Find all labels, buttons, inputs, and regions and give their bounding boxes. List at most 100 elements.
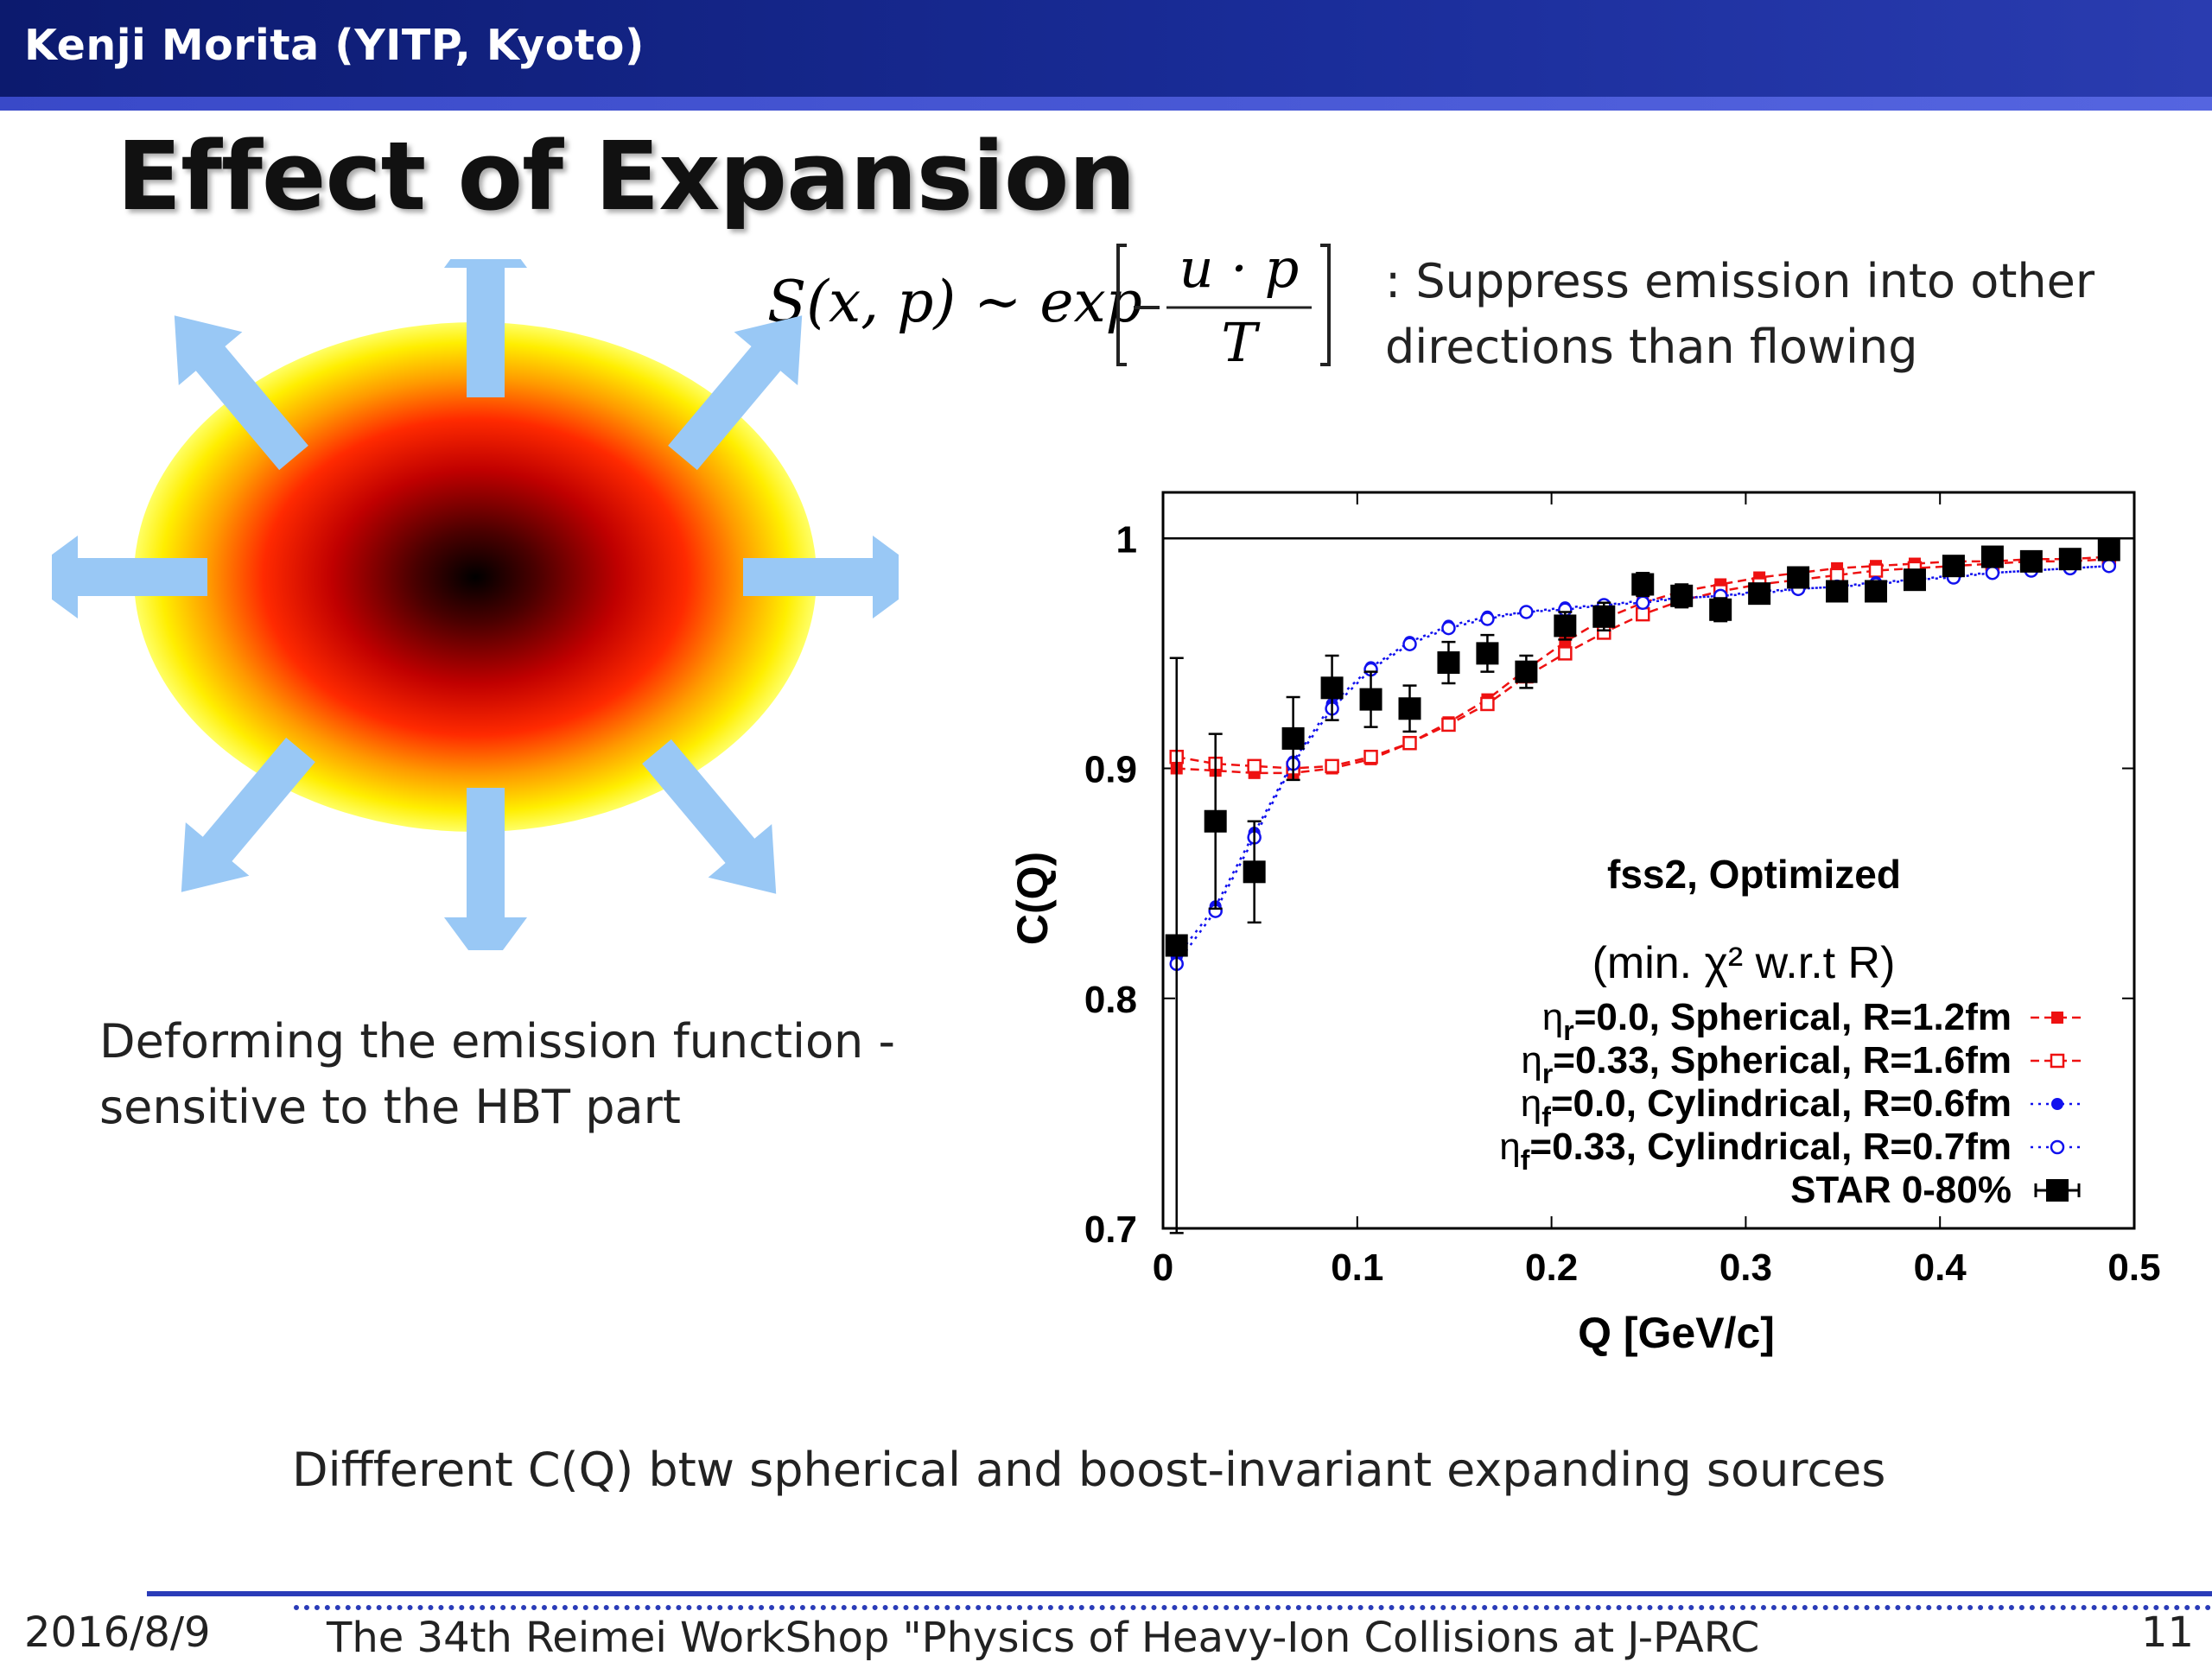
footer-conference: The 34th Reimei WorkShop "Physics of Hea…: [327, 1614, 1760, 1662]
data-point: [2046, 1179, 2069, 1202]
data-point: [1480, 612, 1495, 626]
data-point: [1709, 598, 1732, 621]
y-tick-label: 0.7: [1084, 1208, 1137, 1251]
data-point: [2019, 549, 2043, 573]
correlation-chart: 0 0.1 0.2 0.3 0.4 0.5 0.7 0.8 0.9 1 Q [GeV/c] C(Q…: [1008, 491, 2161, 1357]
data-point: [1903, 568, 1926, 592]
caption-line-2: sensitive to the HBT part: [99, 1080, 681, 1134]
data-point: [1437, 651, 1460, 675]
formula-denominator: T: [1221, 311, 1261, 374]
series-4: [1165, 538, 2120, 1234]
data-point: [1636, 606, 1650, 622]
footer-dotted-line: [294, 1605, 2212, 1610]
data-point: [1985, 565, 2000, 580]
left-bracket: [1116, 244, 1127, 366]
formula-graphic: S(x, p) ~ exp u · p T: [767, 237, 1331, 374]
data-point: [1441, 717, 1456, 733]
data-point: [1942, 555, 1965, 578]
data-point: [2058, 548, 2082, 571]
x-tick-label: 0.4: [1914, 1246, 1967, 1289]
data-point: [1865, 580, 1888, 603]
slide-title: Effect of Expansion: [117, 121, 1136, 232]
data-point: [1402, 735, 1417, 751]
right-bracket: [1320, 244, 1331, 366]
data-point: [1519, 605, 1534, 619]
series-line: [1175, 564, 2109, 965]
expansion-illustration: [52, 259, 899, 950]
chart-xlabel: Q [GeV/c]: [1578, 1309, 1775, 1357]
illustration-caption: Deforming the emission function - sensit…: [99, 1009, 895, 1140]
chart-series-group: [1165, 538, 2120, 1234]
formula-numerator: u · p: [1179, 237, 1300, 300]
data-point: [1592, 605, 1616, 628]
data-point: [2101, 558, 2117, 574]
data-point: [1826, 580, 1849, 603]
data-point: [1515, 660, 1538, 683]
bottom-statement: Diffferent C(Q) btw spherical and boost-…: [292, 1443, 1886, 1497]
legend-label: ηr=0.33, Spherical, R=1.6fm: [1521, 1039, 2012, 1089]
x-tick-label: 0.3: [1719, 1246, 1772, 1289]
formula: S(x, p) ~ exp u · p T: [767, 235, 1355, 385]
x-tick-label: 0.2: [1525, 1246, 1578, 1289]
data-point: [1398, 697, 1421, 720]
data-point: [1631, 573, 1655, 596]
header-bar: [0, 0, 2212, 97]
data-point: [1787, 566, 1810, 589]
series-line: [1175, 564, 2109, 958]
x-tick-label: 0.5: [2107, 1246, 2160, 1289]
data-point: [1670, 584, 1694, 607]
data-point: [1829, 568, 1845, 583]
legend-label: ηf=0.0, Cylindrical, R=0.6fm: [1521, 1082, 2012, 1132]
y-tick-label: 0.9: [1084, 749, 1137, 791]
data-point: [1868, 563, 1884, 578]
plot-frame: [1161, 491, 2136, 1230]
note-line-1: : Suppress emission into other: [1385, 254, 2095, 308]
legend-label: ηf=0.33, Cylindrical, R=0.7fm: [1499, 1126, 2012, 1176]
chart-axes: 0 0.1 0.2 0.3 0.4 0.5 0.7 0.8 0.9 1: [1084, 491, 2161, 1289]
note-line-2: directions than flowing: [1385, 320, 1918, 374]
formula-note: : Suppress emission into other direction…: [1385, 249, 2094, 380]
y-tick-label: 1: [1116, 518, 1137, 561]
page-number: 11: [2141, 1608, 2195, 1657]
data-point: [1165, 934, 1188, 957]
x-tick-label: 0: [1153, 1246, 1173, 1289]
data-point: [1363, 749, 1378, 764]
data-point: [1748, 582, 1771, 606]
legend-label: ηr=0.0, Spherical, R=1.2fm: [1542, 996, 2012, 1046]
data-point: [1554, 614, 1577, 638]
data-point: [1281, 726, 1305, 750]
data-point: [1247, 758, 1262, 774]
data-point: [1204, 809, 1227, 833]
data-point: [2050, 1139, 2065, 1155]
data-point: [1325, 758, 1339, 774]
formula-lhs: S(x, p) ~ exp: [767, 269, 1142, 335]
data-point: [1636, 595, 1650, 611]
series-3: [1169, 558, 2117, 972]
legend-label: STAR 0-80%: [1790, 1169, 2012, 1211]
chart-annotation-title: fss2, Optimized: [1607, 852, 1901, 897]
caption-line-1: Deforming the emission function -: [99, 1014, 895, 1069]
chart-annotation-sub: (min. χ² w.r.t R): [1592, 938, 1896, 988]
data-point: [2051, 1012, 2063, 1024]
data-point: [1359, 688, 1382, 711]
data-point: [1980, 545, 2004, 568]
data-point: [1480, 696, 1495, 712]
data-point: [2050, 1053, 2065, 1069]
header-stripe: [0, 97, 2212, 111]
data-point: [1320, 676, 1344, 700]
data-point: [2051, 1098, 2063, 1110]
footer-line: [147, 1591, 2212, 1596]
data-point: [2097, 538, 2120, 561]
footer-date: 2016/8/9: [24, 1608, 211, 1657]
data-point: [1476, 642, 1499, 665]
emission-source-ellipse: [134, 322, 817, 832]
chart-ylabel: C(Q): [1008, 852, 1057, 945]
x-tick-label: 0.1: [1331, 1246, 1383, 1289]
data-point: [1243, 860, 1266, 884]
data-point: [1402, 637, 1417, 651]
y-tick-label: 0.8: [1084, 979, 1137, 1021]
data-point: [1558, 646, 1573, 661]
presenter-name: Kenji Morita (YITP, Kyoto): [24, 21, 645, 70]
data-point: [1441, 620, 1456, 636]
